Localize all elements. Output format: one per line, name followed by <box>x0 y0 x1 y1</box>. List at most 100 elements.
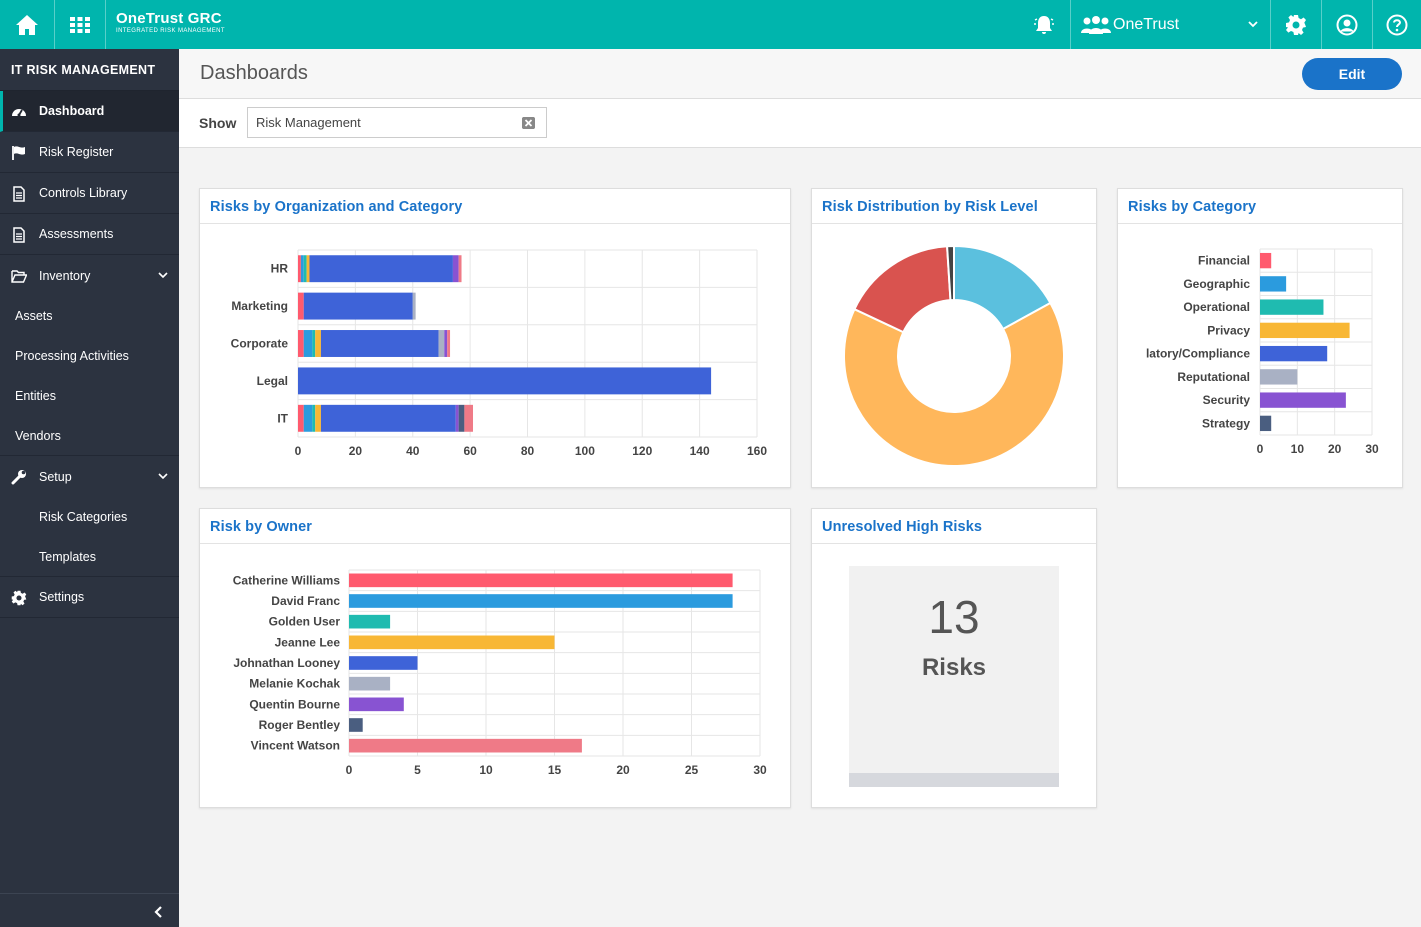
bar-segment <box>412 292 416 320</box>
bar-segment <box>452 255 459 283</box>
sidebar-item-controls-library[interactable]: Controls Library <box>0 173 179 214</box>
unresolved-count: 13 <box>928 591 980 643</box>
sidebar-item-templates[interactable]: Templates <box>0 537 179 577</box>
owner-chart: 0 5 10 15 20 25 30 Catherine Williams David Fran… <box>233 569 767 777</box>
card-org-category: 0 20 40 60 80 100 120 140 160 HR Marketing Corporat… <box>199 188 791 488</box>
pie-slice <box>946 244 955 302</box>
sidebar-item-risk-categories[interactable]: Risk Categories <box>0 497 179 537</box>
org-switcher[interactable]: OneTrust <box>1070 0 1271 49</box>
x-tick-label: 0 <box>295 444 302 458</box>
settings-button[interactable] <box>1271 0 1322 49</box>
sidebar-item-label: Vendors <box>15 428 61 443</box>
x-tick-label: 10 <box>479 763 493 777</box>
sidebar-item-assets[interactable]: Assets <box>0 296 179 336</box>
page-header: Dashboards Edit <box>179 49 1421 99</box>
bar-segment <box>298 367 712 395</box>
y-tick-label: Quentin Bourne <box>249 697 340 711</box>
y-tick-label: Golden User <box>269 615 341 629</box>
profile-button[interactable] <box>1322 0 1373 49</box>
sidebar-item-processing-activities[interactable]: Processing Activities <box>0 336 179 376</box>
sidebar-item-label: Setup <box>39 469 72 484</box>
chevron-left-icon <box>154 906 162 918</box>
sidebar-item-label: Controls Library <box>39 186 128 200</box>
y-tick-label: HR <box>271 262 289 276</box>
bar <box>349 697 404 712</box>
y-tick-label: Security <box>1203 393 1251 407</box>
bar <box>349 594 733 608</box>
sidebar-item-dashboard[interactable]: Dashboard <box>0 91 179 132</box>
y-tick-label: Geographic <box>1183 277 1250 291</box>
pie-slice <box>843 301 1065 467</box>
y-tick-label: David Franc <box>271 594 340 608</box>
sidebar-item-label: Settings <box>39 590 85 604</box>
bar-segment <box>298 330 304 357</box>
sidebar-item-entities[interactable]: Entities <box>0 376 179 416</box>
dashboard-select-value: Risk Management <box>256 115 361 130</box>
card-title: Risks by Organization and Category <box>200 189 790 224</box>
sidebar-collapse-button[interactable] <box>0 893 179 927</box>
wrench-icon <box>11 470 26 485</box>
home-icon <box>16 14 38 35</box>
y-tick-label: Legal <box>257 374 288 388</box>
unresolved-footer <box>849 773 1059 787</box>
bar-segment <box>455 404 459 432</box>
x-tick-label: 10 <box>1291 442 1305 456</box>
sidebar-item-inventory[interactable]: Inventory <box>0 255 179 296</box>
sidebar-item-label: Processing Activities <box>15 349 129 363</box>
x-tick-label: 20 <box>616 763 630 777</box>
sidebar-item-label: Assets <box>15 309 53 323</box>
sidebar-item-label: Inventory <box>39 268 91 283</box>
notifications-button[interactable] <box>1018 0 1070 49</box>
y-tick-label: IT <box>277 411 288 425</box>
home-button[interactable] <box>0 0 55 49</box>
bar <box>1260 345 1328 362</box>
bar-segment <box>458 255 462 283</box>
help-button[interactable] <box>1373 0 1421 49</box>
bar <box>349 635 555 650</box>
sidebar-item-setup[interactable]: Setup <box>0 456 179 497</box>
app-launcher-button[interactable] <box>55 0 106 49</box>
sidebar-item-label: Risk Categories <box>39 510 128 524</box>
y-tick-label: Vincent Watson <box>251 739 340 753</box>
y-tick-label: latory/Compliance <box>1146 347 1250 361</box>
x-tick-label: 40 <box>406 444 420 458</box>
edit-button[interactable]: Edit <box>1302 58 1402 90</box>
distribution-chart <box>843 244 1065 467</box>
y-tick-label: Corporate <box>231 337 289 351</box>
chevron-down-icon <box>158 272 168 279</box>
x-tick-label: 15 <box>548 763 562 777</box>
x-tick-label: 0 <box>346 763 353 777</box>
chevron-down-icon <box>158 473 168 480</box>
dashboard-select[interactable]: Risk Management <box>247 107 547 138</box>
x-tick-label: 30 <box>1365 442 1379 456</box>
sidebar-item-assessments[interactable]: Assessments <box>0 214 179 255</box>
brand-logo: OneTrust GRC INTEGRATED RISK MANAGEMENT <box>116 10 225 34</box>
bar-segment <box>298 255 301 283</box>
dashboard-icon <box>12 109 26 117</box>
users-icon <box>1081 15 1111 34</box>
unresolved-count-box[interactable]: 13 Risks <box>849 566 1059 787</box>
y-tick-label: Melanie Kochak <box>249 677 340 691</box>
sidebar-item-settings[interactable]: Settings <box>0 577 179 618</box>
bar-segment <box>306 255 310 283</box>
y-tick-label: Strategy <box>1202 416 1250 430</box>
help-icon <box>1386 14 1408 35</box>
bar <box>349 614 391 629</box>
bar <box>349 656 418 670</box>
chevron-down-icon <box>1248 21 1258 28</box>
card-unresolved: Unresolved High Risks 13 Risks <box>811 508 1097 808</box>
sidebar-item-vendors[interactable]: Vendors <box>0 416 179 456</box>
sidebar-item-risk-register[interactable]: Risk Register <box>0 132 179 173</box>
document-icon <box>13 186 25 202</box>
bell-icon <box>1034 15 1054 34</box>
clear-icon[interactable] <box>522 117 535 129</box>
bar <box>1260 322 1350 339</box>
bar-segment <box>303 404 313 432</box>
x-tick-label: 20 <box>349 444 363 458</box>
bar <box>1260 252 1272 269</box>
card-owner: 0 5 10 15 20 25 30 Catherine Williams David Fran… <box>199 508 791 808</box>
bar-segment <box>438 330 445 357</box>
bar-segment <box>320 330 439 357</box>
bar-segment <box>303 330 313 357</box>
category-chart: 0 10 20 30 Financial Geographic Operational Pri… <box>1146 248 1379 456</box>
